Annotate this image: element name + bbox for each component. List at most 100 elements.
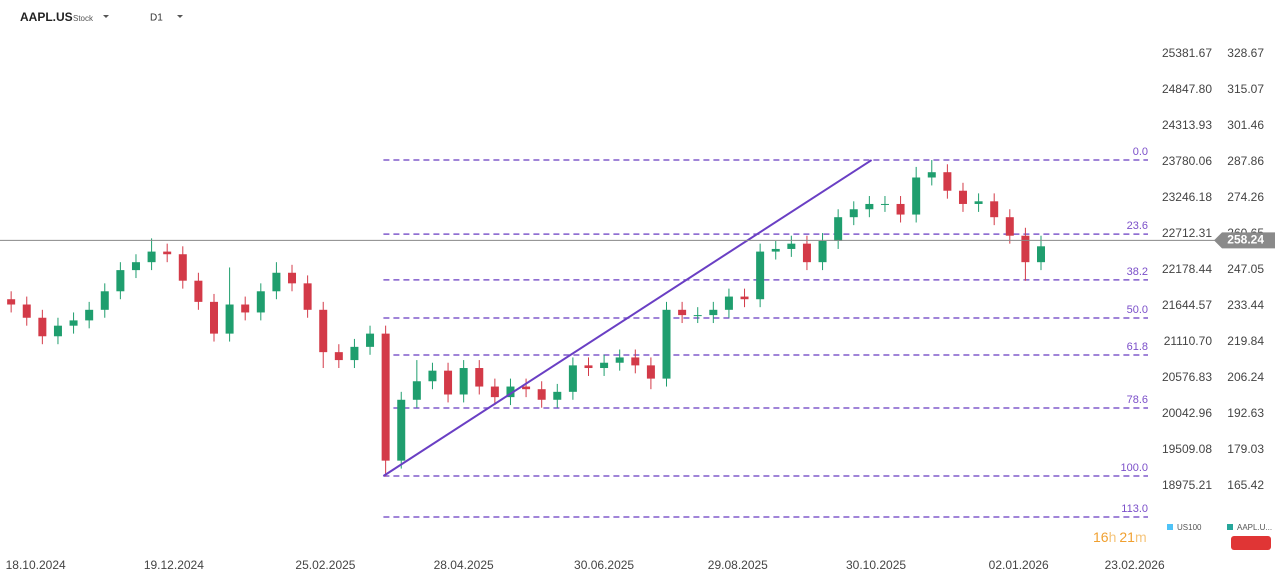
candle-body: [553, 391, 562, 400]
x-tick-label: 18.10.2024: [6, 558, 66, 572]
y-tick-label: 179.03: [1227, 442, 1264, 456]
candle-body: [397, 399, 406, 461]
legend-swatch: [1227, 524, 1233, 530]
y-tick-label: 192.63: [1227, 406, 1264, 420]
y-tick-label: 301.46: [1227, 118, 1264, 132]
candle-body: [428, 370, 437, 382]
candle-body: [381, 333, 390, 461]
trend-line: [382, 159, 873, 477]
candle-body: [1037, 246, 1046, 263]
candle-body: [319, 309, 328, 353]
candle-body: [272, 272, 281, 292]
price-badge-label: 258.24: [1227, 233, 1264, 247]
candle-body: [522, 386, 531, 390]
candle-body: [506, 386, 515, 398]
countdown-unit: h: [1109, 529, 1117, 545]
y2-tick-label: 20042.96: [1162, 406, 1212, 420]
candle-body: [865, 203, 874, 210]
candle-body: [69, 320, 78, 326]
candle-body: [568, 365, 577, 392]
y-tick-label: 315.07: [1227, 82, 1264, 96]
plot-area: 328.67315.07301.46287.86274.26260.65247.…: [0, 46, 1275, 572]
symbol[interactable]: AAPL.US: [20, 10, 73, 24]
y2-tick-label: 22712.31: [1162, 226, 1212, 240]
fib-level-label: 38.2: [1127, 266, 1148, 278]
y-tick-label: 165.42: [1227, 478, 1264, 492]
candle-body: [537, 389, 546, 400]
fib-level-label: 78.6: [1127, 394, 1148, 406]
y-tick-label: 219.84: [1227, 334, 1264, 348]
x-tick-label: 19.12.2024: [144, 558, 204, 572]
candle-body: [927, 172, 936, 178]
legend-label: US100: [1177, 523, 1202, 532]
y2-tick-label: 25381.67: [1162, 46, 1212, 60]
candle-body: [475, 368, 484, 387]
candle-body: [350, 346, 359, 361]
candle-body: [678, 309, 687, 316]
dropdown-icon[interactable]: [177, 15, 183, 18]
candle-body: [412, 381, 421, 400]
alert-button[interactable]: [1231, 536, 1271, 550]
candle-body: [194, 280, 203, 302]
asset-type: Stock: [73, 14, 94, 23]
x-tick-label: 25.02.2025: [295, 558, 355, 572]
candle-body: [787, 243, 796, 249]
candle-body: [771, 248, 780, 252]
candle-body: [834, 217, 843, 242]
y2-tick-label: 20576.83: [1162, 370, 1212, 384]
candle-body: [366, 333, 375, 347]
candle-body: [615, 357, 624, 363]
price-badge: [1214, 232, 1275, 249]
candle-body: [896, 203, 905, 215]
candle-body: [444, 370, 453, 395]
y2-tick-label: 21110.70: [1164, 334, 1213, 348]
x-tick-label: 23.02.2026: [1105, 558, 1165, 572]
candle-body: [116, 270, 125, 292]
candle-body: [459, 368, 468, 395]
candle-body: [740, 296, 749, 300]
timeframe[interactable]: D1: [150, 13, 163, 24]
candle-body: [131, 262, 140, 271]
candle-body: [38, 317, 47, 337]
fib-level-label: 50.0: [1127, 304, 1148, 316]
candle-body: [943, 172, 952, 191]
y-tick-label: 274.26: [1227, 190, 1264, 204]
candle-body: [100, 291, 109, 310]
y2-tick-label: 24313.93: [1162, 118, 1212, 132]
candle-body: [178, 254, 187, 281]
x-tick-label: 30.06.2025: [574, 558, 634, 572]
candle-body: [646, 365, 655, 379]
candle-body: [631, 357, 640, 366]
candle-body: [709, 309, 718, 316]
legend-swatch: [1167, 524, 1173, 530]
y2-tick-label: 21644.57: [1162, 298, 1212, 312]
y-tick-label: 287.86: [1227, 154, 1264, 168]
y2-tick-label: 23780.06: [1162, 154, 1212, 168]
candle-body: [756, 251, 765, 300]
candle-body: [849, 209, 858, 218]
candle-body: [22, 304, 31, 318]
y2-tick-label: 19509.08: [1162, 442, 1212, 456]
countdown: 16h 21m: [1093, 529, 1147, 545]
y-tick-label: 233.44: [1227, 298, 1264, 312]
y2-tick-label: 18975.21: [1162, 478, 1212, 492]
x-tick-label: 28.04.2025: [434, 558, 494, 572]
candle-body: [584, 365, 593, 369]
candle-body: [303, 283, 312, 310]
candle-body: [163, 251, 172, 255]
x-tick-label: 02.01.2026: [989, 558, 1049, 572]
candle-body: [990, 201, 999, 218]
fib-level-label: 23.6: [1127, 220, 1148, 232]
dropdown-icon[interactable]: [103, 15, 109, 18]
y2-tick-label: 22178.44: [1162, 262, 1212, 276]
candle-body: [818, 241, 827, 263]
candle-body: [225, 304, 234, 334]
candle-body: [1021, 235, 1030, 263]
x-tick-label: 29.08.2025: [708, 558, 768, 572]
legend-label: AAPL.U...: [1237, 523, 1272, 532]
x-tick-label: 30.10.2025: [846, 558, 906, 572]
candle-body: [693, 315, 702, 317]
fib-level-label: 61.8: [1127, 341, 1148, 353]
candle-body: [241, 304, 250, 313]
